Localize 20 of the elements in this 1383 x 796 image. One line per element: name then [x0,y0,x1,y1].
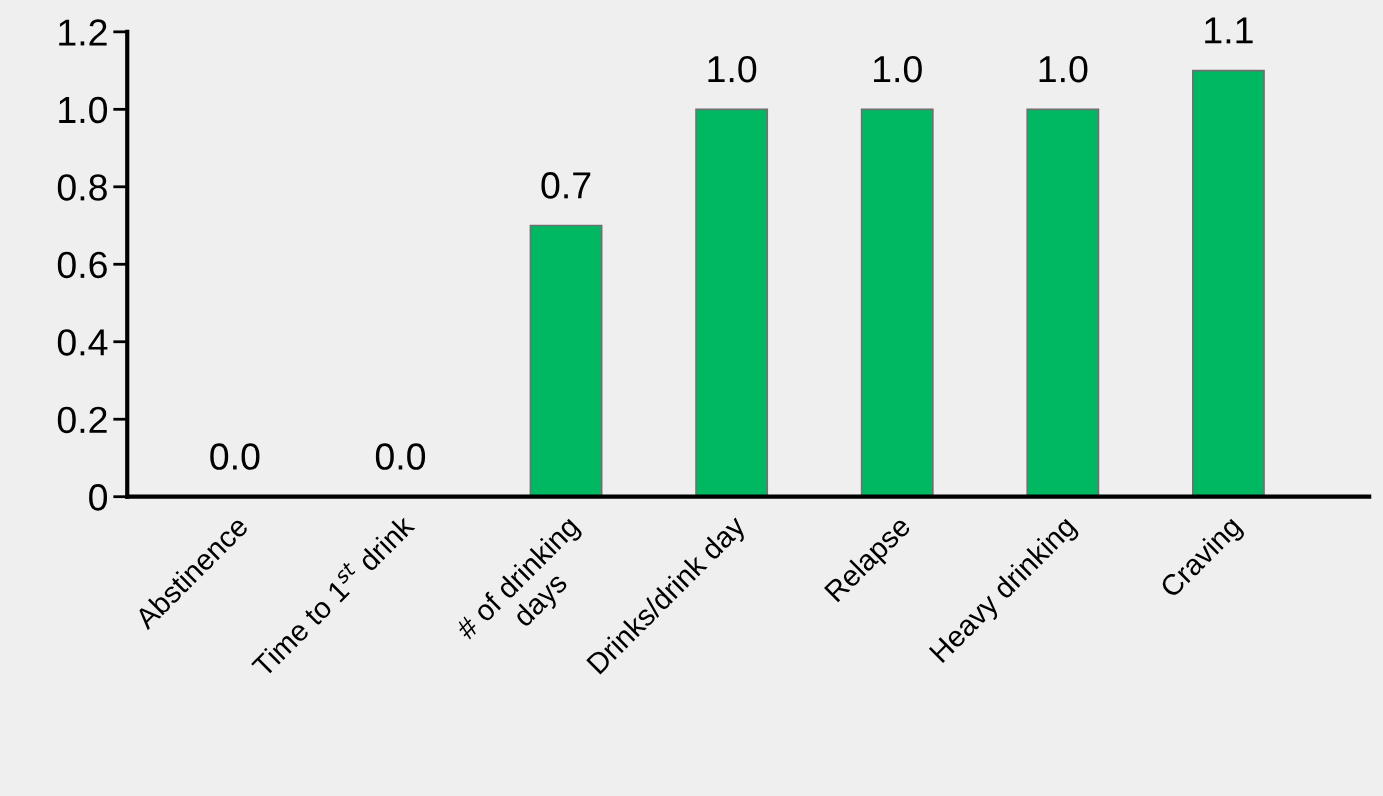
y-tick-label: 0.2 [57,406,107,434]
y-tick-label: 0.4 [57,329,108,356]
data-label: 0.0 [375,443,426,470]
data-label: 1.0 [874,55,922,83]
data-label: 0.0 [210,443,260,470]
bar [695,108,769,497]
bar [1191,69,1265,497]
bar [860,108,934,497]
bar [1026,108,1100,497]
y-tick-label: 0.6 [57,251,107,279]
data-label: 1.0 [708,55,757,83]
y-tick-label: 0 [89,484,108,511]
data-label: 1.0 [1039,55,1088,83]
y-tick-label: 1.2 [59,19,107,46]
y-tick-label: 1.0 [59,96,108,124]
data-label: 1.1 [1205,17,1253,44]
x-tick-label: Time to 1$^{st}$ drink [247,510,416,679]
y-tick-label: 0.8 [57,174,107,201]
bar [529,224,603,497]
data-label: 0.7 [541,172,591,199]
